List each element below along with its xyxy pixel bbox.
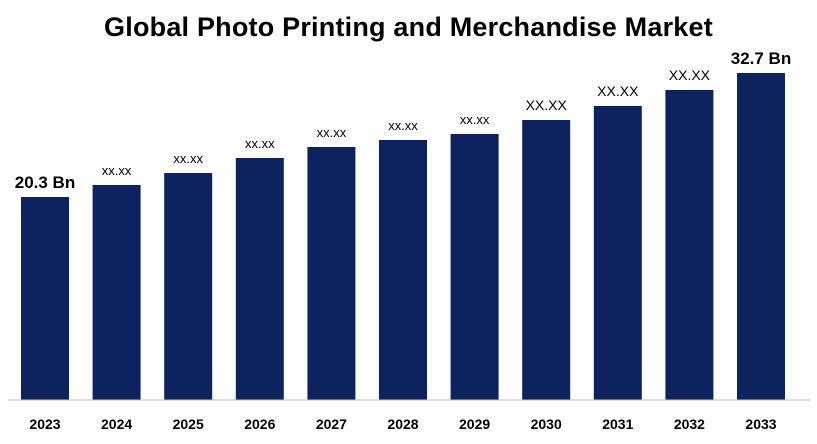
data-label-2025: xx.xx [173,151,203,166]
data-label-2023: 20.3 Bn [15,173,75,192]
data-label-2028: xx.xx [388,118,418,133]
data-label-2024: xx.xx [102,163,132,178]
x-tick-label-2029: 2029 [459,416,490,432]
data-label-2031: XX.XX [597,83,639,99]
bar-2033 [737,73,785,400]
bar-2028 [379,140,427,400]
bar-2023 [21,197,69,400]
bar-2031 [593,106,642,400]
data-label-2027: xx.xx [317,125,347,140]
x-tick-label-2030: 2030 [531,416,562,432]
bar-2027 [307,147,356,400]
x-tick-label-2024: 2024 [101,416,132,432]
x-tick-label-2026: 2026 [244,416,275,432]
x-tick-label-2033: 2033 [745,416,776,432]
data-label-2033: 32.7 Bn [731,49,791,68]
bar-2029 [450,134,499,400]
data-label-2026: xx.xx [245,136,275,151]
bar-2032 [665,90,714,400]
x-tick-label-2031: 2031 [602,416,633,432]
chart-title: Global Photo Printing and Merchandise Ma… [104,12,713,42]
bar-2030 [522,120,571,400]
x-tick-label-2023: 2023 [29,416,60,432]
x-tick-labels-layer: 2023 2024 2025 2026 2027 2028 2029 2030 2031 2032… [29,416,776,432]
data-label-2032: XX.XX [669,67,711,83]
x-tick-label-2032: 2032 [674,416,705,432]
data-label-2029: xx.xx [460,112,490,127]
data-label-2030: XX.XX [526,97,568,113]
x-tick-label-2025: 2025 [173,416,204,432]
data-labels-layer: 20.3 Bn xx.xx xx.xx xx.xx xx.xx xx.xx xx.xx XX.… [15,49,791,192]
bar-2024 [92,185,141,400]
x-tick-label-2028: 2028 [387,416,418,432]
bars-layer [21,73,785,400]
x-tick-label-2027: 2027 [316,416,347,432]
bar-2025 [164,173,213,400]
bar-2026 [235,158,284,400]
